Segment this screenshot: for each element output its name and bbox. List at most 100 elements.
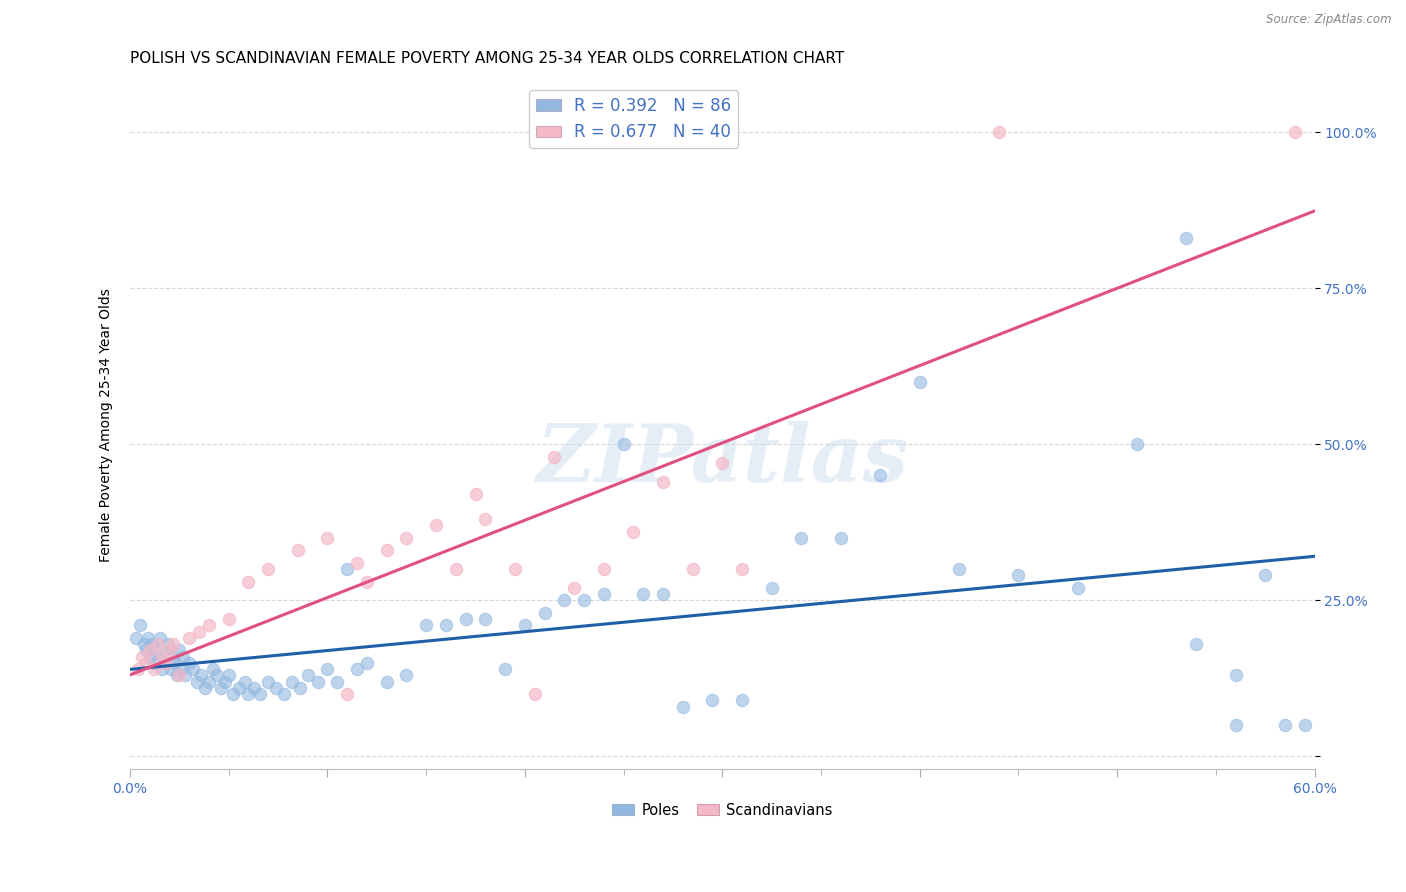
Point [375,674,398,689]
Point [454,612,477,626]
Point [159,643,181,657]
Point [474,612,496,626]
Point [129,618,152,632]
Point [257,562,280,576]
Point [152,649,174,664]
Point [395,668,418,682]
Point [146,637,169,651]
Point [190,668,212,682]
Point [830,531,852,545]
Point [149,631,172,645]
Point [908,375,931,389]
Point [336,687,359,701]
Point [1175,231,1198,245]
Point [243,681,266,695]
Point [613,437,636,451]
Point [1274,718,1296,732]
Point [287,543,309,558]
Point [474,512,496,526]
Point [228,681,250,695]
Point [682,562,704,576]
Point [987,125,1010,139]
Point [218,668,240,682]
Point [135,643,157,657]
Point [761,581,783,595]
Point [543,450,565,464]
Point [297,668,319,682]
Y-axis label: Female Poverty Among 25-34 Year Olds: Female Poverty Among 25-34 Year Olds [100,289,114,563]
Point [127,662,149,676]
Point [562,581,585,595]
Point [273,687,295,701]
Point [238,687,260,701]
Point [316,662,339,676]
Point [711,456,734,470]
Point [1007,568,1029,582]
Point [125,631,148,645]
Point [572,593,595,607]
Point [425,518,447,533]
Point [1225,668,1247,682]
Point [142,662,165,676]
Legend: Poles, Scandinavians: Poles, Scandinavians [606,797,838,823]
Point [307,674,329,689]
Point [652,587,675,601]
Point [181,662,204,676]
Point [214,674,236,689]
Point [494,662,516,676]
Point [162,637,184,651]
Point [503,562,526,576]
Point [444,562,467,576]
Point [198,618,221,632]
Point [170,662,193,676]
Point [169,668,191,682]
Point [142,656,165,670]
Point [415,618,437,632]
Point [633,587,655,601]
Point [169,643,191,657]
Point [523,687,546,701]
Point [238,574,260,589]
Point [155,656,177,670]
Point [346,556,368,570]
Point [179,631,201,645]
Point [434,618,457,632]
Point [513,618,536,632]
Point [702,693,724,707]
Point [249,687,271,701]
Point [218,612,240,626]
Point [155,656,177,670]
Point [395,531,418,545]
Point [150,649,173,664]
Point [948,562,970,576]
Point [375,543,398,558]
Point [160,662,183,676]
Point [139,643,162,657]
Point [139,649,162,664]
Point [179,656,201,670]
Point [1294,718,1316,732]
Point [166,668,188,682]
Point [145,643,167,657]
Point [336,562,359,576]
Point [131,649,153,664]
Point [150,662,173,676]
Point [1185,637,1208,651]
Point [623,524,645,539]
Point [346,662,368,676]
Point [198,674,221,689]
Text: Source: ZipAtlas.com: Source: ZipAtlas.com [1267,13,1392,27]
Point [194,681,217,695]
Point [174,668,197,682]
Point [159,643,181,657]
Text: ZIPatlas: ZIPatlas [536,421,908,499]
Point [316,531,339,545]
Point [869,468,891,483]
Point [464,487,486,501]
Point [672,699,695,714]
Point [356,656,378,670]
Point [281,674,304,689]
Text: POLISH VS SCANDINAVIAN FEMALE POVERTY AMONG 25-34 YEAR OLDS CORRELATION CHART: POLISH VS SCANDINAVIAN FEMALE POVERTY AM… [129,51,844,66]
Point [141,637,163,651]
Point [356,574,378,589]
